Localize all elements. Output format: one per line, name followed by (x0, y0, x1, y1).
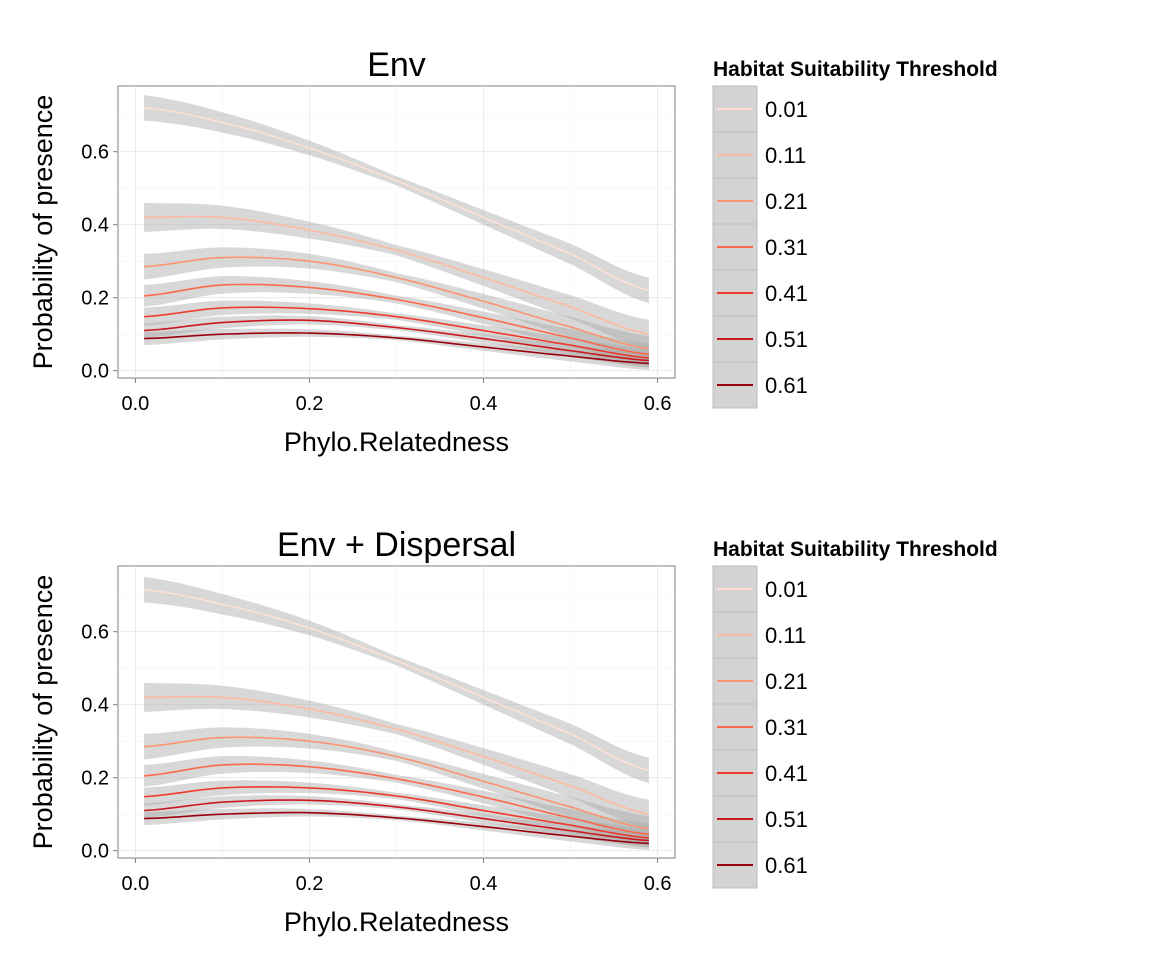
series-line-0.11 (144, 695, 650, 815)
series-line-0.11 (144, 215, 650, 335)
y-tick-label: 0.4 (81, 695, 109, 717)
series-line-0.41 (144, 786, 649, 839)
legend-title: Habitat Suitability Threshold (713, 58, 998, 81)
chart-panel-1: 0.0 0.2 0.4 0.6 0.0 0.2 0.4 0.6 Env Phylo.Related… (28, 46, 998, 457)
x-tick-label: 0.0 (122, 873, 150, 895)
confidence-band-0.31 (144, 276, 649, 366)
series-line-0.31 (144, 283, 650, 356)
legend-label-0.61: 0.61 (765, 853, 808, 878)
legend: Habitat Suitability Threshold 0.01 0.11 0.2… (712, 538, 998, 889)
legend-label-0.21: 0.21 (765, 669, 808, 694)
confidence-band-0.51 (144, 315, 649, 368)
x-tick-label: 0.0 (122, 393, 150, 415)
y-tick-label: 0.2 (81, 288, 109, 310)
legend-label-0.51: 0.51 (765, 807, 808, 832)
legend: Habitat Suitability Threshold 0.01 0.11 0.2… (712, 58, 998, 409)
confidence-band-0.61 (144, 328, 649, 370)
legend-label-0.31: 0.31 (765, 715, 808, 740)
x-tick-label: 0.6 (644, 393, 672, 415)
legend-label-0.41: 0.41 (765, 281, 808, 306)
series-line-0.21 (144, 256, 650, 350)
confidence-band-0.51 (144, 795, 649, 848)
confidence-band-0.41 (144, 300, 649, 368)
series-line-0.01 (144, 588, 650, 772)
series-line-0.61 (144, 811, 649, 845)
x-tick-label: 0.6 (644, 873, 672, 895)
legend-label-0.11: 0.11 (765, 143, 806, 168)
x-tick-label: 0.2 (296, 393, 324, 415)
confidence-band-0.21 (144, 727, 649, 842)
y-axis-label: Probability of presence (28, 95, 58, 370)
confidence-band-0.21 (144, 247, 649, 362)
x-tick-label: 0.4 (470, 393, 498, 415)
y-tick-label: 0.6 (81, 622, 109, 644)
confidence-band-0.41 (144, 780, 649, 847)
y-tick-label: 0.4 (81, 215, 109, 237)
series-line-0.41 (144, 306, 649, 359)
y-tick-label: 0.2 (81, 768, 109, 790)
chart-title: Env (367, 46, 426, 84)
y-tick-label: 0.0 (81, 361, 109, 383)
legend-title: Habitat Suitability Threshold (713, 538, 998, 561)
series-line-0.51 (144, 799, 649, 842)
series-line-0.61 (144, 332, 649, 365)
y-axis-label: Probability of presence (28, 575, 58, 850)
series-lines (144, 588, 650, 845)
series-lines (144, 107, 650, 365)
legend-label-0.01: 0.01 (765, 577, 808, 602)
y-tick-label: 0.6 (81, 142, 109, 164)
confidence-band-0.11 (144, 682, 649, 829)
x-axis-label: Phylo.Relatedness (284, 427, 509, 457)
confidence-band-0.61 (144, 808, 649, 850)
y-tick-label: 0.0 (81, 841, 109, 863)
series-line-0.01 (144, 107, 650, 292)
confidence-band-0.11 (144, 202, 649, 349)
x-tick-label: 0.4 (470, 873, 498, 895)
legend-label-0.31: 0.31 (765, 235, 808, 260)
series-line-0.21 (144, 736, 650, 830)
series-line-0.31 (144, 763, 650, 836)
legend-label-0.01: 0.01 (765, 97, 808, 122)
x-tick-label: 0.2 (296, 873, 324, 895)
confidence-band-0.31 (144, 756, 649, 846)
legend-label-0.21: 0.21 (765, 189, 808, 214)
legend-label-0.61: 0.61 (765, 373, 808, 398)
legend-label-0.51: 0.51 (765, 327, 808, 352)
chart-title: Env + Dispersal (277, 526, 516, 564)
series-line-0.51 (144, 319, 649, 362)
legend-label-0.41: 0.41 (765, 761, 808, 786)
legend-label-0.11: 0.11 (765, 623, 806, 648)
x-axis-label: Phylo.Relatedness (284, 907, 509, 937)
chart-panel-2: 0.0 0.2 0.4 0.6 0.0 0.2 0.4 0.6 Env + Dispersal P… (28, 526, 998, 937)
